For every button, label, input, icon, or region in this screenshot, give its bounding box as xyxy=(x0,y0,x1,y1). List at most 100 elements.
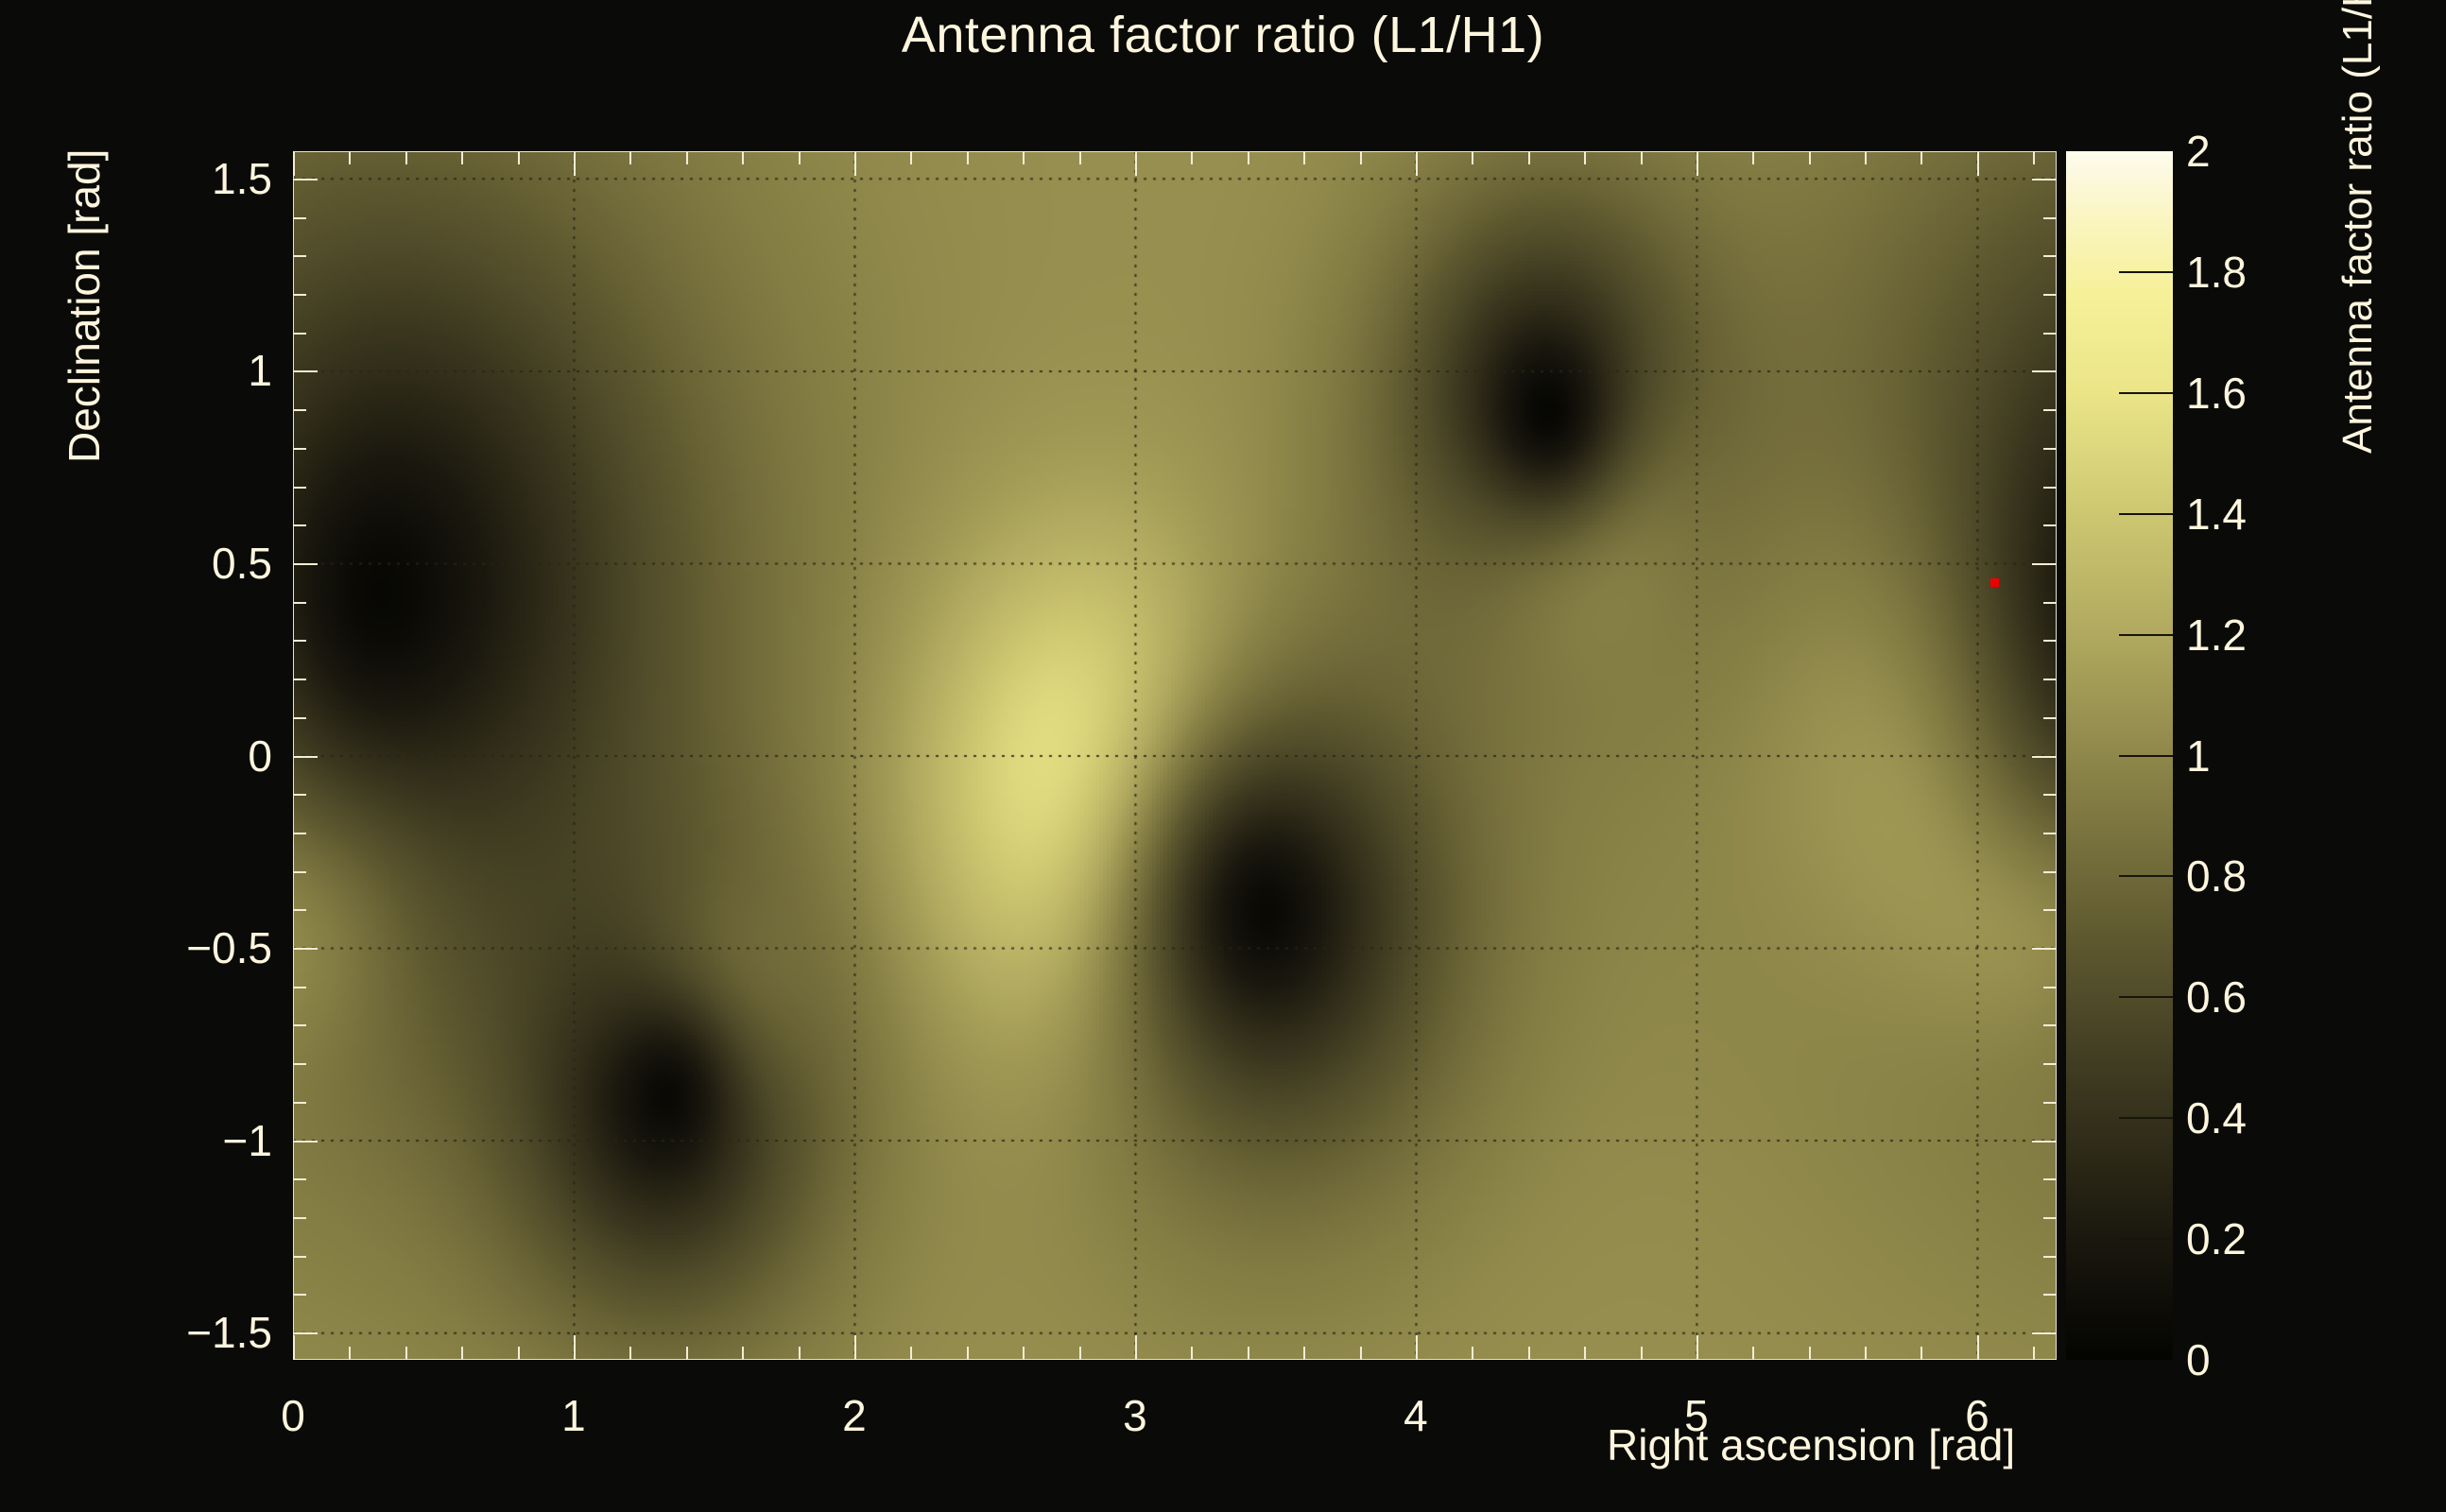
colorbar-tick xyxy=(2119,754,2173,757)
x-tick-major xyxy=(1415,1335,1418,1360)
y-tick-minor-right xyxy=(2043,986,2057,988)
x-tick-minor-top xyxy=(1921,151,1923,164)
y-tick-minor-right xyxy=(2043,601,2057,604)
x-tick-minor xyxy=(1303,1347,1306,1360)
y-tick-minor-right xyxy=(2043,870,2057,873)
x-tick-label: 4 xyxy=(1404,1391,1428,1440)
y-tick-minor-right xyxy=(2043,640,2057,643)
x-tick-major xyxy=(853,1335,856,1360)
heatmap-plot-area[interactable] xyxy=(293,151,2057,1360)
x-tick-minor xyxy=(1584,1347,1587,1360)
y-tick-minor xyxy=(293,1178,306,1181)
x-tick-major-top xyxy=(1976,151,1979,176)
y-tick-minor xyxy=(293,447,306,450)
colorbar-tick-label: 1.2 xyxy=(2186,610,2247,660)
x-tick-minor xyxy=(1640,1347,1643,1360)
colorbar-tick-label: 0.6 xyxy=(2186,972,2247,1022)
x-tick-major xyxy=(293,1335,295,1360)
x-tick-minor xyxy=(742,1347,745,1360)
x-tick-major xyxy=(573,1335,576,1360)
x-tick-minor xyxy=(405,1347,407,1360)
colorbar-tick xyxy=(2119,875,2173,878)
y-tick-minor-right xyxy=(2043,1217,2057,1220)
x-tick-minor-top xyxy=(1640,151,1643,164)
y-tick-major xyxy=(293,178,318,180)
y-tick-major-right xyxy=(2032,1332,2057,1335)
x-tick-minor xyxy=(349,1347,352,1360)
y-tick-minor xyxy=(293,986,306,988)
y-tick-major-right xyxy=(2032,562,2057,565)
x-tick-minor-top xyxy=(461,151,464,164)
x-tick-minor-top xyxy=(405,151,407,164)
x-tick-minor-top xyxy=(1752,151,1755,164)
x-tick-minor-top xyxy=(1247,151,1249,164)
x-tick-major xyxy=(1134,1335,1137,1360)
y-tick-minor-right xyxy=(2043,1101,2057,1104)
y-tick-label: 0 xyxy=(248,730,272,781)
y-tick-label: 1.5 xyxy=(212,153,272,203)
y-tick-minor-right xyxy=(2043,1024,2057,1027)
x-tick-minor-top xyxy=(798,151,801,164)
x-tick-major xyxy=(1696,1335,1698,1360)
y-tick-major xyxy=(293,1140,318,1143)
y-tick-minor xyxy=(293,794,306,797)
x-tick-label: 6 xyxy=(1965,1391,1990,1440)
y-tick-minor-right xyxy=(2043,255,2057,258)
x-tick-major-top xyxy=(293,151,295,176)
x-tick-minor xyxy=(1247,1347,1249,1360)
y-tick-major xyxy=(293,948,318,951)
y-tick-minor-right xyxy=(2043,447,2057,450)
x-tick-minor-top xyxy=(742,151,745,164)
y-tick-minor-right xyxy=(2043,1255,2057,1258)
x-tick-minor-top xyxy=(910,151,913,164)
y-tick-label: −0.5 xyxy=(186,923,272,973)
y-tick-major-right xyxy=(2032,178,2057,180)
y-tick-minor xyxy=(293,1024,306,1027)
colorbar-tick-label: 0.2 xyxy=(2186,1214,2247,1264)
y-tick-minor xyxy=(293,216,306,219)
y-tick-label: −1.5 xyxy=(186,1308,272,1358)
x-tick-minor xyxy=(1191,1347,1194,1360)
y-tick-minor xyxy=(293,524,306,527)
x-tick-minor-top xyxy=(349,151,352,164)
y-tick-minor-right xyxy=(2043,1063,2057,1066)
x-tick-minor-top xyxy=(517,151,520,164)
y-tick-major-right xyxy=(2032,370,2057,373)
x-tick-major-top xyxy=(1696,151,1698,176)
x-tick-minor xyxy=(2033,1347,2036,1360)
x-tick-minor-top xyxy=(966,151,969,164)
x-tick-minor xyxy=(1752,1347,1755,1360)
x-tick-major-top xyxy=(1415,151,1418,176)
x-tick-label: 5 xyxy=(1684,1391,1709,1440)
colorbar-tick-label: 1.4 xyxy=(2186,489,2247,539)
y-tick-minor-right xyxy=(2043,716,2057,719)
colorbar-tick xyxy=(2119,1117,2173,1120)
colorbar-tick xyxy=(2119,633,2173,636)
y-tick-minor xyxy=(293,601,306,604)
y-tick-minor-right xyxy=(2043,524,2057,527)
x-tick-minor xyxy=(966,1347,969,1360)
x-tick-minor xyxy=(461,1347,464,1360)
y-tick-label: −1 xyxy=(222,1115,272,1165)
y-tick-major xyxy=(293,755,318,758)
y-tick-minor xyxy=(293,1255,306,1258)
x-tick-minor xyxy=(517,1347,520,1360)
colorbar-title: Antenna factor ratio (L1/H1) xyxy=(2334,0,2381,454)
y-tick-minor xyxy=(293,1101,306,1104)
y-tick-label: 1 xyxy=(248,346,272,396)
x-tick-minor xyxy=(1472,1347,1474,1360)
x-tick-major-top xyxy=(573,151,576,176)
y-tick-minor xyxy=(293,870,306,873)
x-tick-minor-top xyxy=(1865,151,1868,164)
x-tick-minor-top xyxy=(629,151,632,164)
colorbar-tick-label: 0 xyxy=(2186,1335,2211,1384)
y-tick-minor-right xyxy=(2043,832,2057,834)
x-tick-minor xyxy=(1865,1347,1868,1360)
colorbar-tick-label: 0.4 xyxy=(2186,1093,2247,1143)
colorbar-tick-label: 1 xyxy=(2186,730,2211,781)
x-axis-label: Right ascension [rad] xyxy=(1607,1420,2016,1469)
x-tick-major xyxy=(1976,1335,1979,1360)
y-tick-minor-right xyxy=(2043,293,2057,296)
colorbar-tick-label: 2 xyxy=(2186,127,2211,176)
